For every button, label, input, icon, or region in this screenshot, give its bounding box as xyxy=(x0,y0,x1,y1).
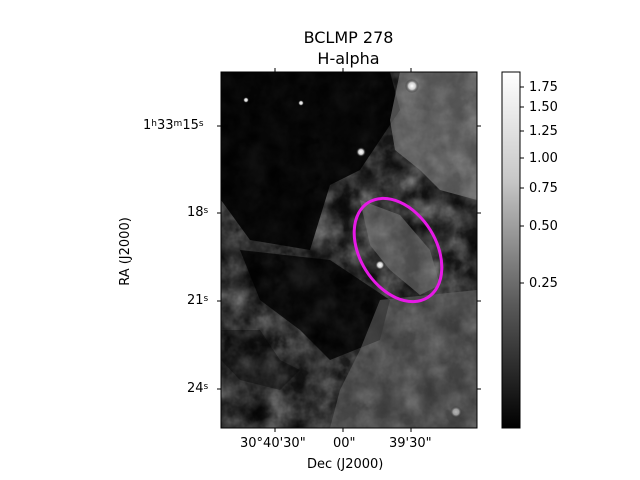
y-tick-label: 21s xyxy=(187,293,209,308)
aperture-ellipse xyxy=(352,196,444,304)
y-axis-label: RA (J2000) xyxy=(117,217,133,286)
colorbar-tick-label: 1.00 xyxy=(529,151,558,166)
halpha-image xyxy=(221,72,477,428)
y-tick-label: 18s xyxy=(187,205,209,220)
colorbar-tick-label: 0.25 xyxy=(529,276,558,291)
x-axis-label: Dec (J2000) xyxy=(307,457,384,472)
x-tick-label: 00" xyxy=(333,436,356,451)
y-axis-ticks xyxy=(217,125,481,390)
colorbar-tick-label: 1.25 xyxy=(529,124,558,139)
colorbar-tick-label: 0.50 xyxy=(529,219,558,234)
figure-title-line-2: H-alpha xyxy=(317,49,380,68)
image-frame xyxy=(220,71,478,429)
y-tick-label: 1h33m15s xyxy=(143,118,204,133)
colorbar-tick-label: 0.75 xyxy=(529,181,558,196)
colorbar-ticks xyxy=(520,86,524,284)
colorbar xyxy=(501,71,521,429)
colorbar-tick-label: 1.50 xyxy=(529,100,558,115)
figure-title-line-1: BCLMP 278 xyxy=(303,28,394,47)
x-tick-label: 30°40'30" xyxy=(240,436,306,451)
x-axis-ticks xyxy=(274,68,412,432)
y-tick-label: 24s xyxy=(187,381,209,396)
x-tick-label: 39'30" xyxy=(389,436,432,451)
colorbar-tick-label: 1.75 xyxy=(529,80,558,95)
